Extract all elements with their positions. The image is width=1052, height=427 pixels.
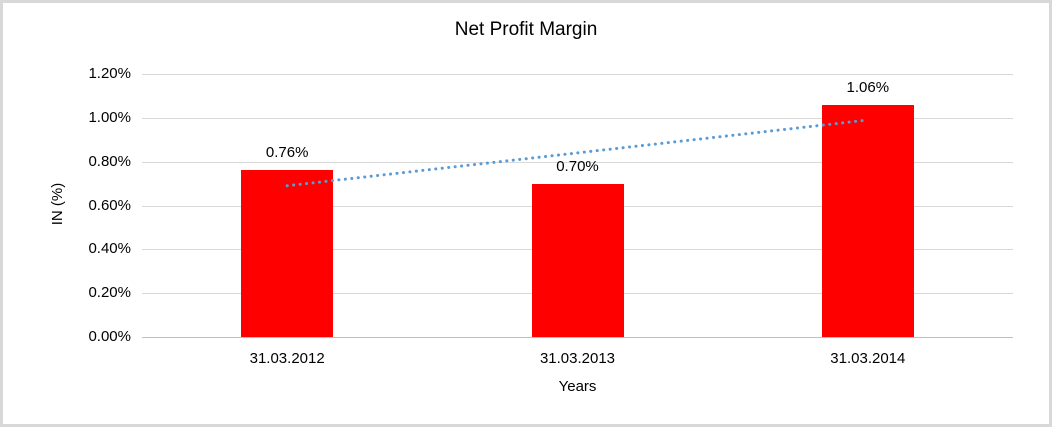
- x-tick-label: 31.03.2014: [830, 350, 906, 367]
- y-tick-label: 0.20%: [88, 284, 131, 302]
- gridline: [142, 117, 1013, 119]
- y-tick-label: 0.60%: [88, 196, 131, 214]
- data-label: 1.06%: [846, 78, 890, 96]
- data-label: 0.70%: [556, 157, 599, 175]
- y-tick-label: 1.00%: [88, 108, 131, 126]
- bar-31.03.2013: [531, 183, 624, 337]
- gridline: [142, 74, 1013, 75]
- y-tick-label: 1.20%: [88, 65, 131, 82]
- y-tick-label: 0.80%: [88, 152, 131, 170]
- data-label: 0.76%: [265, 144, 309, 162]
- x-tick-label: 31.03.2012: [249, 350, 325, 367]
- x-axis-title: Years: [558, 378, 597, 395]
- bar-31.03.2014: [821, 104, 914, 337]
- y-tick-label: 0.40%: [88, 240, 131, 258]
- x-tick-label: 31.03.2013: [539, 350, 616, 367]
- y-tick-label: 0.00%: [88, 328, 131, 345]
- chart-title: Net Profit Margin: [454, 19, 598, 40]
- x-axis-line: [142, 337, 1013, 338]
- bar-31.03.2012: [241, 170, 334, 337]
